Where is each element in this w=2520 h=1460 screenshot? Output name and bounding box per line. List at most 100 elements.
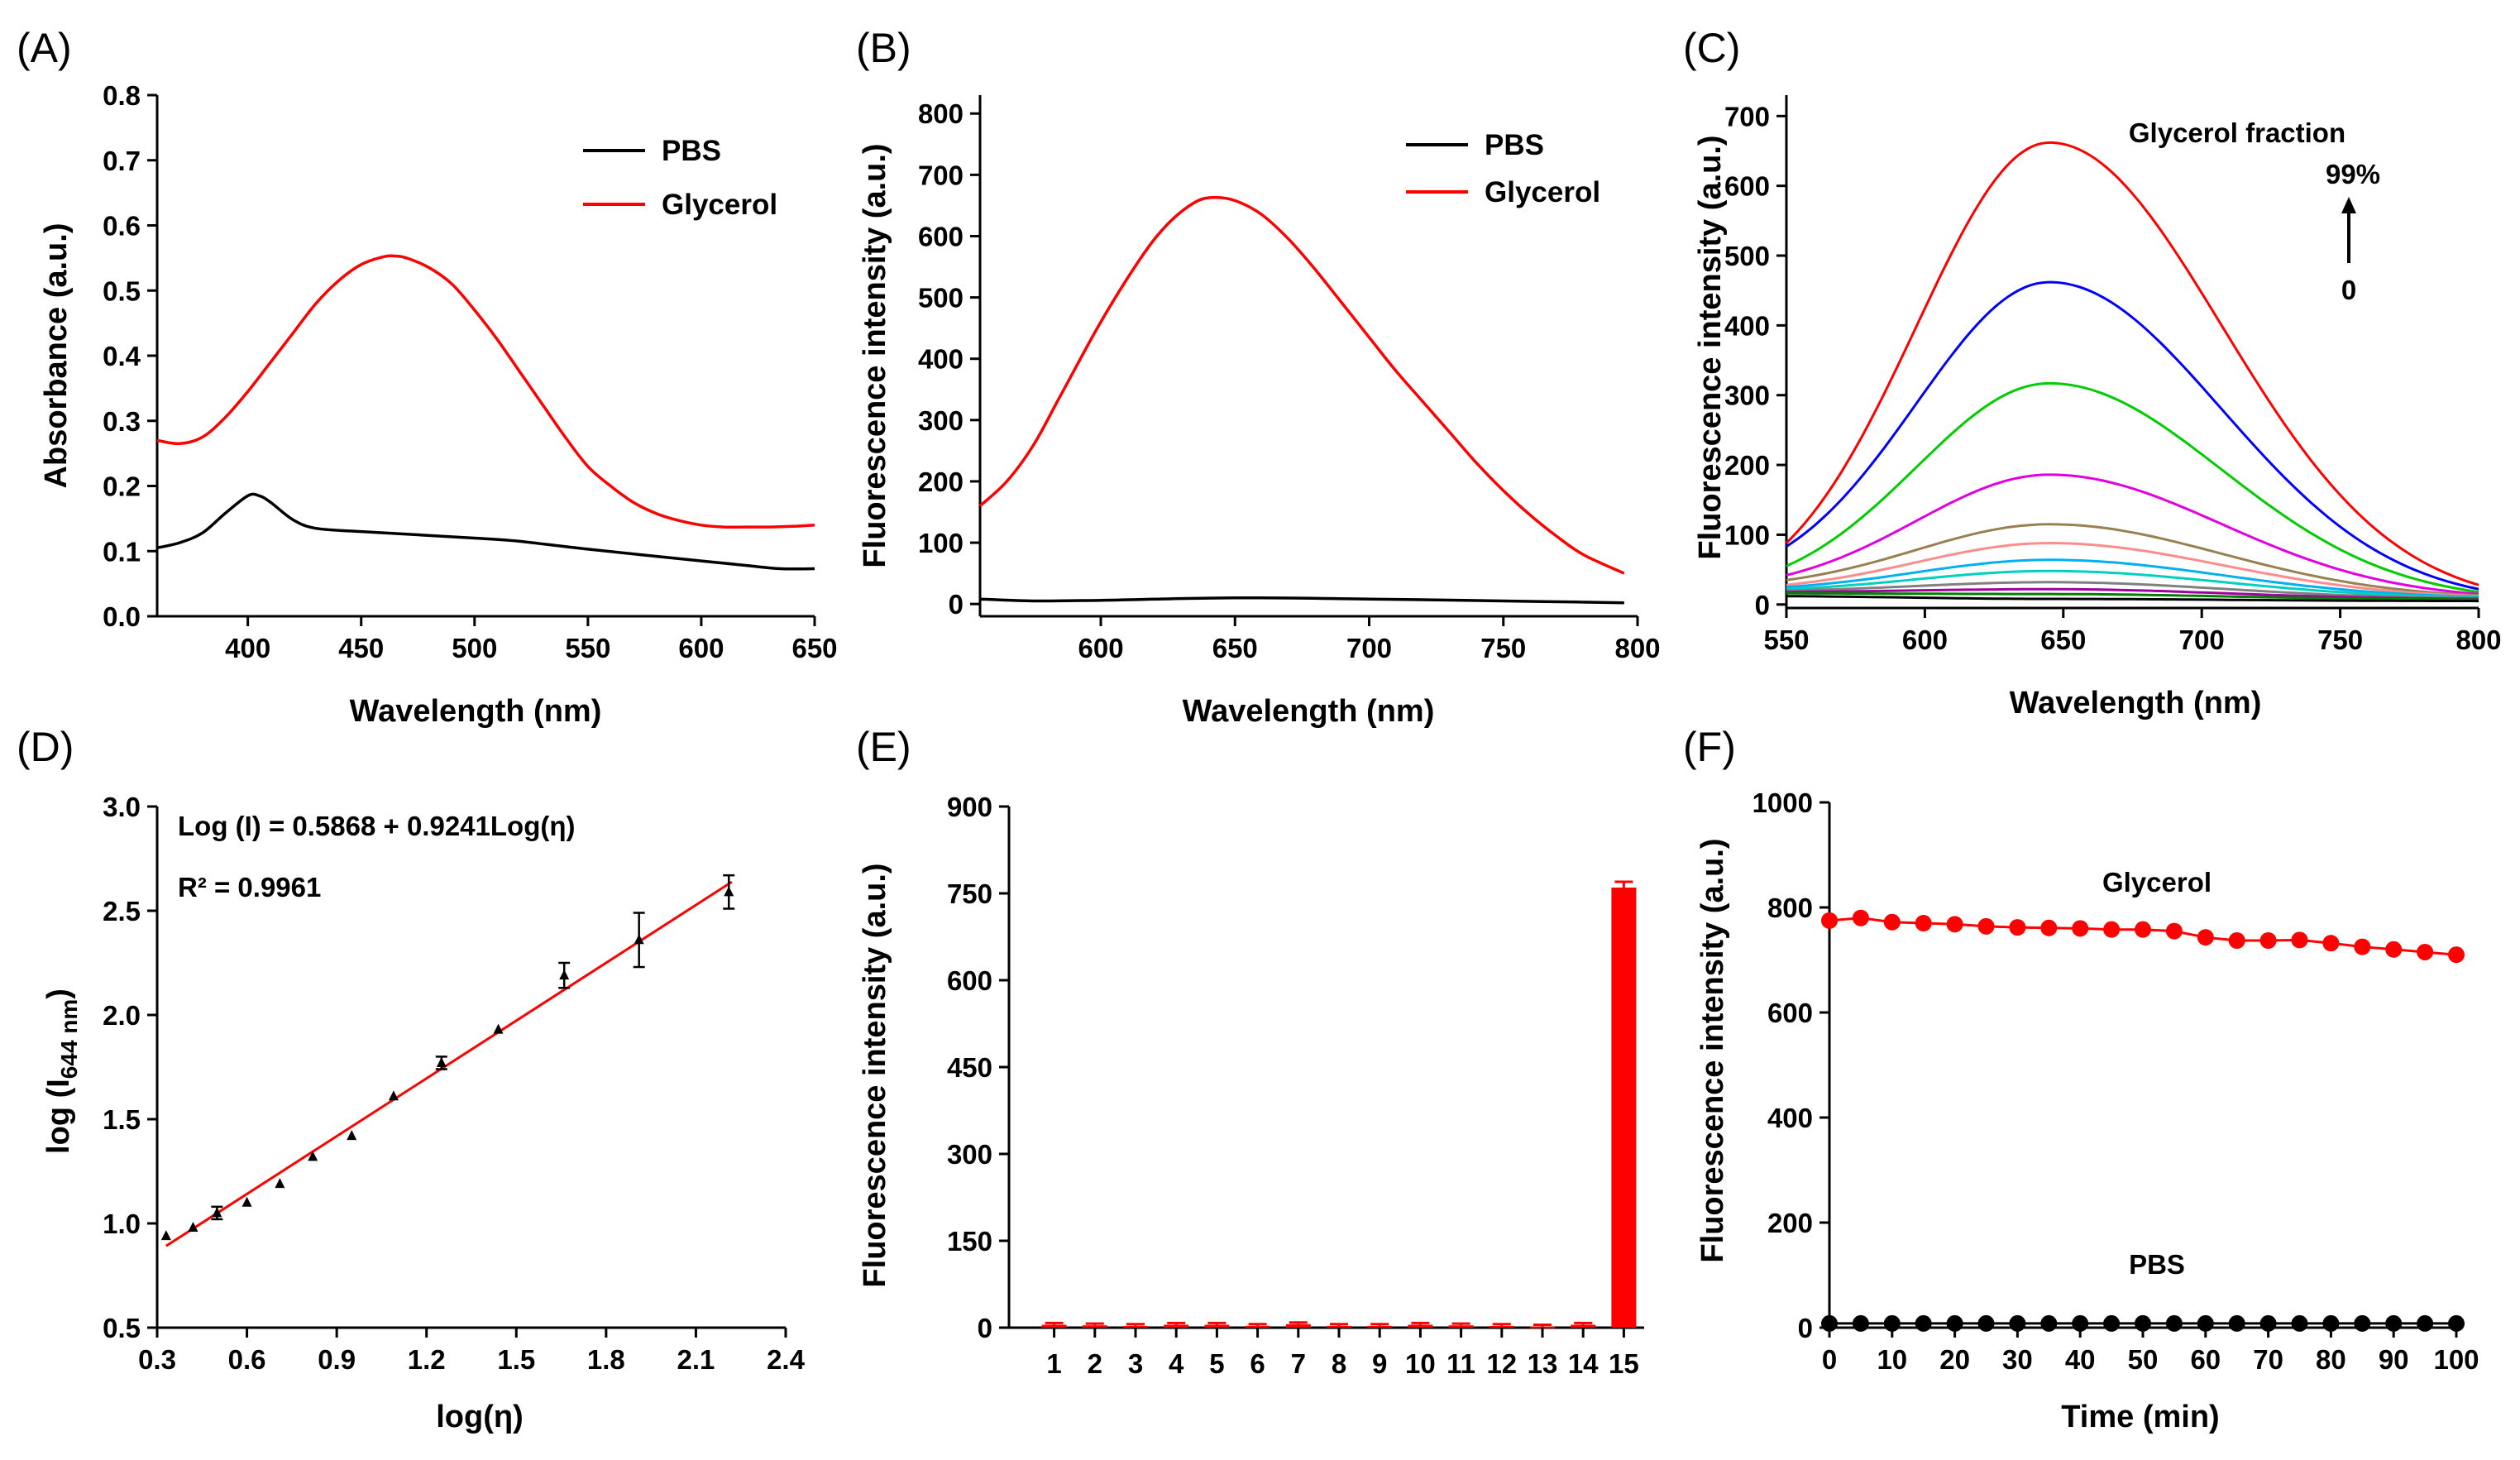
panel-b-xtick-label: 600 [1078,633,1123,663]
panel-d: (D) 0.5 1.0 1.5 2.0 2.5 3.0 0.3 0.6 0.9 1.2 1.5 1.8… [17,724,806,1434]
panel-d-xtick-label: 0.9 [318,1344,356,1375]
panel-d-xlabel: log(η) [436,1400,524,1434]
panel-b-xlabel: Wavelength (nm) [1183,694,1435,729]
panel-c-ytick-label: 700 [1724,101,1770,132]
panel-e-bar [1611,888,1637,1328]
panel-d-data-point [212,1207,222,1218]
panel-d-r2: R² = 0.9961 [178,872,321,902]
panel-f-pbs-point [2072,1314,2089,1332]
panel-f-pbs-point [2228,1314,2245,1332]
panel-f-pbs-point [1915,1314,1932,1332]
panel-a-xtick-label: 550 [565,633,610,663]
panel-f-glycerol-point [1977,917,1995,935]
panel-a-ytick-label: 0.0 [103,601,141,632]
panel-f-glycerol-point [2322,935,2340,952]
panel-d-data-point [493,1023,504,1034]
panel-c-series-line [1786,381,2479,594]
panel-c-label: (C) [1683,25,1740,71]
panel-d-data-point [308,1151,318,1161]
panel-f-xtick-label: 80 [2316,1344,2346,1375]
panel-f-pbs-point [1977,1314,1995,1332]
panel-d-fit-line [165,880,733,1247]
panel-b-ytick-label: 100 [918,528,964,558]
panel-e-bar [1489,1325,1514,1328]
panel-e-xtick-label: 4 [1169,1348,1184,1379]
panel-f-pbs-point [1852,1314,1869,1332]
panel-e-bar [1204,1324,1230,1328]
panel-b-ytick-label: 300 [918,405,964,436]
panel-c-xtick-label: 600 [1902,625,1948,655]
panel-f-xtick-label: 50 [2128,1344,2159,1375]
panel-b-ytick-label: 800 [918,98,964,129]
panel-c-ylabel: Fluorescence intensity (a.u.) [1693,135,1728,559]
panel-a-xtick-label: 400 [225,633,270,663]
panel-c-series-line [1786,280,2479,591]
panel-b-ytick-label: 700 [918,160,964,190]
panel-c-ytick-label: 100 [1724,519,1770,550]
panel-a-ytick-label: 0.8 [103,80,141,111]
panel-a-label: (A) [17,25,72,71]
panel-f-label-glycerol: Glycerol [2102,867,2212,898]
panel-f-pbs-point [2291,1314,2308,1332]
panel-c-ytick-label: 300 [1724,381,1770,411]
panel-a-series-glycerol-line [156,254,815,529]
panel-e-ytick-label: 150 [947,1226,992,1257]
panel-a-xtick-label: 600 [678,633,724,663]
panel-b-ytick-label: 500 [918,283,964,314]
panel-b-xtick-label: 650 [1212,633,1258,663]
panel-f-ytick-label: 0 [1798,1313,1813,1343]
panel-e-bar [1285,1324,1311,1328]
panel-a-legend-pbs: PBS [662,135,721,167]
panel-e-label: (E) [856,724,911,770]
panel-d-ylabel-close: ) [41,988,76,999]
panel-c-annotation-bottom: 0 [2341,275,2356,305]
panel-f-xtick-label: 90 [2379,1344,2409,1375]
panel-f-xtick-label: 60 [2190,1344,2221,1375]
panel-f-pbs-point [2197,1314,2214,1332]
panel-e-ytick-label: 300 [947,1139,992,1170]
panel-e-ytick-label: 600 [947,965,992,996]
panel-d-xtick-label: 0.6 [228,1344,266,1375]
panel-f-glycerol-point [2228,932,2245,950]
panel-d-data-point [724,886,734,897]
panel-f-ytick-label: 1000 [1753,787,1813,818]
panel-b-ylabel: Fluorescence intensity (a.u.) [858,143,892,567]
panel-e-xtick-label: 8 [1332,1348,1346,1379]
panel-f-glycerol-point [2040,919,2058,936]
panel-c-series-line [1786,558,2479,598]
panel-b: (B) 0 100 200 300 400 500 600 700 800 600 650 700 75… [856,25,1661,729]
panel-c-xtick-label: 650 [2040,625,2086,655]
panel-f-glycerol-point [1946,916,1963,933]
panel-f-ylabel: Fluorescence intensity (a.u.) [1695,838,1730,1262]
panel-d-data-point [188,1222,198,1233]
panel-f-label-pbs: PBS [2129,1249,2185,1280]
panel-b-ytick-label: 600 [918,221,964,251]
panel-b-legend-glycerol: Glycerol [1485,176,1600,208]
panel-a-ytick-label: 0.7 [103,146,141,176]
panel-e-xtick-label: 7 [1291,1348,1306,1379]
panel-c-annotation-top: 99% [2326,159,2380,189]
panel-a-ytick-label: 0.3 [103,406,141,437]
panel-d-data-point [275,1178,285,1189]
panel-e-bar [1164,1324,1189,1328]
panel-d-ytick-label: 0.5 [103,1313,141,1343]
panel-d-data-point [634,934,644,945]
panel-a-ylabel: Absorbance (a.u.) [39,223,74,489]
panel-f-glycerol-point [2354,938,2371,955]
panel-f-xtick-label: 30 [2002,1344,2033,1375]
panel-e-bar [1245,1325,1270,1328]
panel-e-xtick-label: 12 [1486,1348,1517,1379]
panel-f-glycerol-point [2448,946,2465,964]
panel-e-bar [1571,1324,1596,1328]
panel-e-ytick-label: 450 [947,1052,992,1083]
panel-c-xtick-label: 550 [1763,625,1809,655]
panel-e-bar [1530,1326,1555,1328]
panel-c-xtick-label: 750 [2317,625,2363,655]
panel-c-ytick-label: 0 [1755,590,1770,620]
panel-e-ylabel: Fluorescence intensity (a.u.) [858,863,892,1287]
panel-d-label: (D) [17,724,74,770]
panel-c-series-line [1786,591,2479,601]
panel-f-glycerol-point [2197,929,2214,946]
